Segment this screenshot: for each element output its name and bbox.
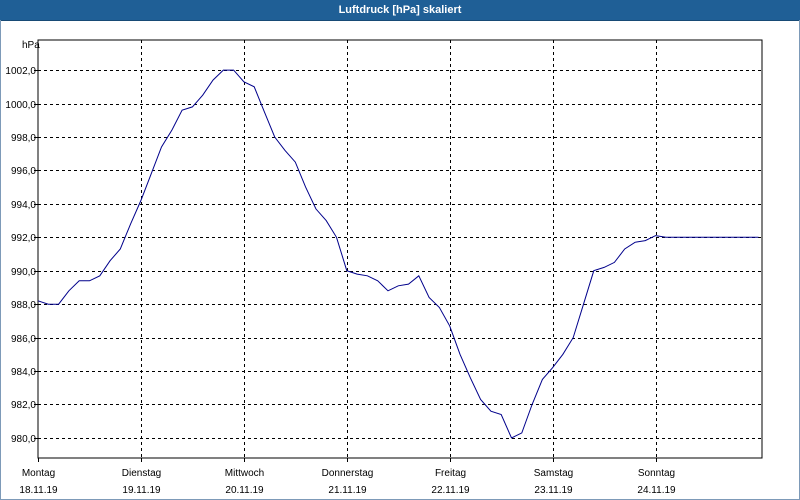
x-tick-label-day: Freitag	[435, 468, 466, 479]
x-tick-label-date: 18.11.19	[19, 485, 58, 496]
y-tick-label: 996,0	[11, 166, 36, 177]
y-tick-label: 988,0	[11, 300, 36, 311]
y-tick-label: 982,0	[11, 400, 36, 411]
x-tick-label-date: 20.11.19	[225, 485, 264, 496]
y-tick-label: 986,0	[11, 334, 36, 345]
x-tick-label-day: Samstag	[534, 468, 573, 479]
y-tick-label: 994,0	[11, 200, 36, 211]
x-tick-label-date: 23.11.19	[534, 485, 573, 496]
x-axis: Montag 18.11.19 Dienstag 19.11.19 Mittwoch 20…	[19, 458, 676, 496]
x-tick-label-date: 19.11.19	[122, 485, 161, 496]
y-axis-unit-label: hPa	[22, 40, 40, 51]
y-tick-label: 990,0	[11, 267, 36, 278]
y-axis: 980,0 982,0 984,0 986,0 988,0 990,0 992,0 994,0…	[5, 66, 38, 445]
x-tick-label-date: 21.11.19	[328, 485, 367, 496]
x-tick-label-date: 22.11.19	[431, 485, 470, 496]
y-tick-label: 984,0	[11, 367, 36, 378]
x-tick-label-date: 24.11.19	[637, 485, 676, 496]
x-tick-label-day: Mittwoch	[225, 468, 264, 479]
grid-lines	[38, 40, 762, 458]
x-tick-label-day: Sonntag	[638, 468, 675, 479]
plot-border	[37, 39, 763, 459]
y-tick-label: 998,0	[11, 133, 36, 144]
y-tick-label: 992,0	[11, 233, 36, 244]
pressure-series-line	[37, 69, 759, 439]
x-tick-label-day: Donnerstag	[322, 468, 374, 479]
chart-title-bar: Luftdruck [hPa] skaliert	[0, 0, 800, 21]
chart-title: Luftdruck [hPa] skaliert	[338, 4, 462, 16]
x-tick-label-day: Montag	[22, 468, 55, 479]
y-tick-label: 980,0	[11, 434, 36, 445]
y-tick-label: 1002,0	[5, 66, 36, 77]
y-tick-label: 1000,0	[5, 100, 36, 111]
x-tick-label-day: Dienstag	[122, 468, 161, 479]
